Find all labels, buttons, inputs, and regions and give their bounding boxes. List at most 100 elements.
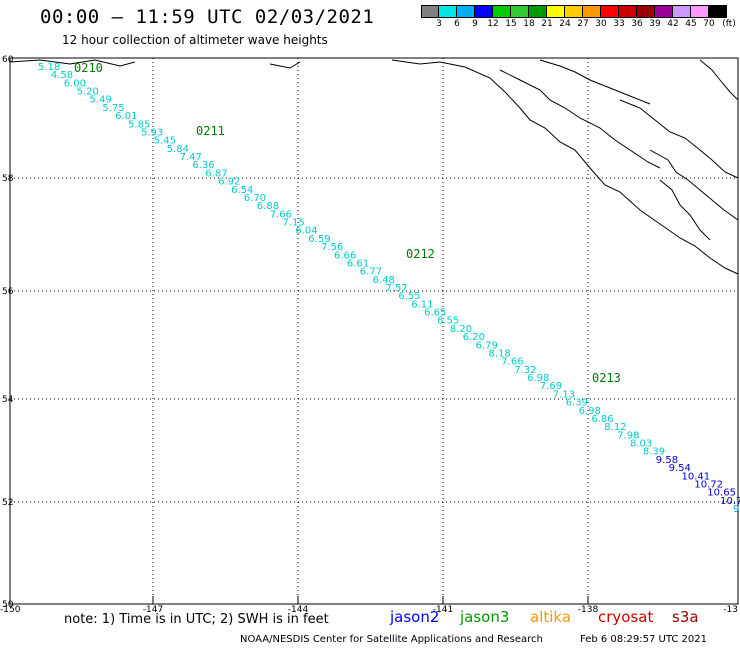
altimeter-track: 5.184.586.005.205.495.756.015.855.935.45… (38, 61, 740, 515)
colorbar-swatch (511, 5, 529, 18)
wave-height-value: 6.20 (463, 332, 485, 343)
wave-height-value: 7.98 (617, 430, 639, 441)
colorbar-swatch (583, 5, 601, 18)
colorbar-swatch (565, 5, 583, 18)
wave-height-colorbar: 3 6 9 12 15 18 21 24 27 30 33 36 39 42 45 70 (ft) (421, 5, 736, 30)
wave-height-value: 10.72 (694, 479, 723, 490)
pass-time-label: 0213 (592, 371, 621, 385)
colorbar-swatch (673, 5, 691, 18)
wave-height-value: 6.48 (373, 275, 395, 286)
colorbar-label: 36 (631, 19, 643, 29)
wave-height-value: 5.49 (90, 95, 112, 106)
lat-label: 52 (2, 498, 13, 508)
wave-height-value: 6.00 (64, 78, 86, 89)
colorbar-label: 39 (649, 19, 661, 29)
wave-height-value: 8.39 (643, 447, 665, 458)
colorbar-unit: (ft) (722, 19, 736, 29)
colorbar-swatch (637, 5, 655, 18)
colorbar-swatch (439, 5, 457, 18)
satellite-legend-altika: altika (530, 608, 572, 626)
wave-height-value: 7.47 (180, 152, 202, 163)
pass-time-label: 0212 (406, 247, 435, 261)
map-frame (9, 57, 739, 605)
lon-label: -141 (433, 605, 453, 615)
wave-height-value: 6.11 (411, 299, 433, 310)
wave-height-value: 10.7 (720, 496, 740, 507)
colorbar-label: 33 (613, 19, 625, 29)
wave-height-value: 7.69 (540, 381, 562, 392)
wave-height-value: 7.66 (270, 209, 292, 220)
wave-height-value: 5.20 (77, 87, 99, 98)
map-subtitle: 12 hour collection of altimeter wave hei… (62, 33, 328, 47)
wave-height-value: 6.92 (218, 177, 240, 188)
colorbar-swatch (457, 5, 475, 18)
wave-height-value: 9.58 (656, 455, 678, 466)
lat-lon-grid (10, 58, 738, 604)
wave-height-value: 6.66 (334, 250, 356, 261)
colorbar-swatch (547, 5, 565, 18)
wave-height-value: 6.01 (115, 111, 137, 122)
wave-height-value: 6.54 (231, 185, 253, 196)
colorbar-label: 45 (685, 19, 697, 29)
wave-height-value: 10.65 (707, 488, 736, 499)
wave-height-value: 8.03 (630, 439, 652, 450)
lat-label: 56 (2, 287, 14, 297)
colorbar-label: 70 (703, 19, 715, 29)
colorbar-label: 30 (595, 19, 607, 29)
wave-height-value: 6.59 (308, 234, 330, 245)
wave-height-value: 7.15 (283, 218, 305, 229)
wave-height-value: 5.84 (167, 144, 189, 155)
generated-timestamp: Feb 6 08:29:57 UTC 2021 (580, 634, 707, 645)
wave-height-value: 5.93 (141, 128, 163, 139)
satellite-legend-jason2: jason2 (390, 608, 440, 626)
colorbar-swatch (601, 5, 619, 18)
wave-height-value: 6.55 (437, 316, 459, 327)
lon-label: -147 (143, 605, 163, 615)
colorbar-label: 3 (436, 19, 442, 29)
wave-height-value: 6.86 (591, 414, 613, 425)
lat-label: 60 (2, 55, 14, 65)
axis-labels: -150 -147 -144 -141 -138 -13 60 58 56 54 52 50 (0, 55, 738, 615)
colorbar-label: 9 (472, 19, 478, 29)
lon-label: -13 (723, 605, 738, 615)
satellite-legend-s3a: s3a (672, 608, 699, 626)
wave-height-value: 5.85 (128, 119, 150, 130)
wave-height-value: 7.13 (553, 389, 575, 400)
colorbar-swatch (475, 5, 493, 18)
lon-label: -144 (288, 605, 309, 615)
colorbar-swatch (619, 5, 637, 18)
credit-text: NOAA/NESDIS Center for Satellite Applica… (240, 634, 543, 645)
colorbar-label: 24 (559, 19, 571, 29)
wave-height-value: 6.55 (398, 291, 420, 302)
lon-label: -150 (0, 605, 21, 615)
wave-height-value: 4.58 (51, 70, 73, 81)
satellite-legend-cryosat: cryosat (598, 608, 654, 626)
wave-height-value: 6.87 (205, 168, 227, 179)
wave-height-value: 7.32 (514, 365, 536, 376)
pass-time-label: 0211 (196, 124, 225, 138)
colorbar-label: 6 (454, 19, 460, 29)
wave-height-value: 6.65 (424, 308, 446, 319)
colorbar-label: 18 (523, 19, 535, 29)
wave-height-value: 8.12 (604, 422, 626, 433)
colorbar-swatch (529, 5, 547, 18)
wave-height-value: 5.75 (102, 103, 124, 114)
coastline (9, 59, 739, 275)
wave-height-value: 6.39 (566, 398, 588, 409)
lat-label: 54 (2, 395, 14, 405)
lat-label: 58 (2, 174, 14, 184)
satellite-legend-jason3: jason3 (460, 608, 510, 626)
colorbar-swatch (493, 5, 511, 18)
colorbar-swatch (709, 5, 727, 18)
wave-height-value: 9 (733, 504, 739, 515)
wave-height-value: 10.41 (682, 471, 711, 482)
colorbar-label: 15 (505, 19, 517, 29)
wave-height-value: 7.66 (501, 357, 523, 368)
wave-height-value: 5.18 (38, 62, 60, 73)
colorbar-swatch (691, 5, 709, 18)
wave-height-value: 6.04 (295, 226, 317, 237)
wave-height-value: 8.20 (450, 324, 472, 335)
wave-height-value: 6.70 (244, 193, 266, 204)
colorbar-swatch (421, 5, 439, 18)
